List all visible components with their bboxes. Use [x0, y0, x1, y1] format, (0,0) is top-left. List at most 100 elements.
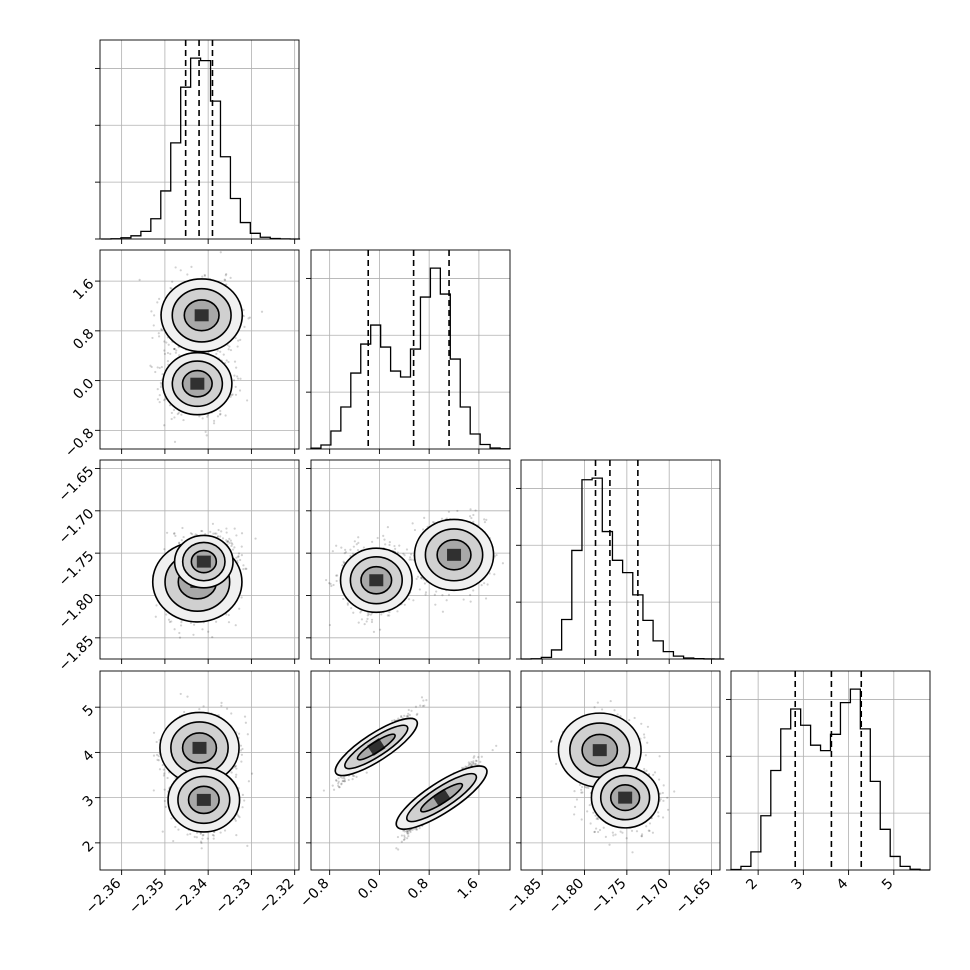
scatter-point — [178, 354, 181, 357]
scatter-point — [154, 370, 157, 374]
scatter-point — [352, 545, 355, 548]
scatter-point — [198, 415, 201, 418]
scatter-point — [357, 621, 360, 624]
scatter-point — [424, 591, 428, 594]
scatter-point — [192, 633, 195, 636]
scatter-point — [411, 522, 414, 525]
scatter-point — [236, 377, 240, 380]
scatter-point — [344, 551, 348, 554]
scatter-point — [244, 567, 247, 570]
scatter-point — [160, 365, 163, 369]
scatter-point — [328, 582, 331, 585]
scatter-point — [201, 417, 204, 420]
scatter-point — [186, 273, 189, 276]
scatter-point — [238, 607, 241, 610]
scatter-point — [424, 593, 427, 596]
scatter-point — [260, 310, 264, 313]
density-mode-1 — [161, 351, 233, 416]
scatter-point — [156, 398, 160, 401]
scatter-point — [155, 604, 158, 607]
scatter-point — [173, 347, 176, 351]
scatter-point — [418, 588, 421, 591]
scatter-point — [167, 343, 170, 346]
scatter-point — [164, 398, 167, 401]
scatter-point — [163, 424, 166, 427]
scatter-point — [152, 324, 155, 327]
scatter-point — [366, 617, 369, 620]
scatter-point — [346, 603, 349, 606]
scatter-point — [225, 527, 228, 530]
scatter-point — [416, 575, 420, 578]
scatter-point — [169, 286, 172, 290]
scatter-point — [325, 578, 328, 582]
scatter-point — [216, 535, 220, 538]
scatter-point — [403, 554, 406, 557]
scatter-point — [486, 583, 489, 586]
density-contour — [160, 278, 244, 353]
scatter-point — [236, 559, 239, 562]
scatter-point — [369, 613, 372, 616]
scatter-point — [169, 352, 172, 355]
scatter-point — [215, 620, 218, 623]
scatter-point — [168, 404, 172, 407]
scatter-point — [219, 413, 222, 416]
scatter-point — [383, 538, 386, 541]
panel-content — [151, 522, 257, 639]
scatter-point — [172, 347, 176, 351]
scatter-point — [237, 552, 241, 555]
scatter-point — [232, 379, 236, 382]
scatter-point — [342, 561, 346, 565]
scatter-point — [203, 273, 206, 277]
scatter-point — [240, 596, 243, 599]
scatter-point — [342, 597, 345, 601]
scatter-point — [229, 276, 232, 279]
scatter-point — [240, 554, 243, 557]
scatter-point — [421, 528, 425, 531]
scatter-point — [247, 317, 250, 320]
scatter-point — [388, 541, 391, 544]
scatter-point — [193, 623, 196, 626]
scatter-point — [420, 577, 423, 580]
scatter-point — [170, 411, 173, 415]
density-mode-0 — [160, 278, 244, 353]
scatter-point — [346, 602, 349, 605]
scatter-point — [177, 411, 180, 414]
histogram-panel-2-frame — [520, 459, 721, 660]
scatter-point — [393, 544, 396, 548]
density-contour — [171, 360, 224, 408]
scatter-point — [203, 274, 206, 277]
scatter-point — [158, 401, 161, 404]
scatter-point — [371, 540, 374, 543]
scatter-point — [239, 338, 242, 341]
scatter-point — [206, 413, 210, 417]
scatter-point — [219, 350, 222, 353]
scatter-point — [227, 613, 230, 617]
scatter-point — [231, 548, 235, 551]
scatter-point — [228, 345, 231, 348]
scatter-point — [380, 613, 383, 616]
scatter-point — [240, 545, 243, 548]
scatter-point — [353, 540, 356, 543]
scatter-point — [219, 409, 222, 413]
scatter-point — [167, 618, 171, 621]
scatter-point — [376, 536, 379, 540]
scatter-point — [367, 613, 370, 616]
scatter-point — [340, 546, 343, 549]
scatter-point — [372, 630, 376, 633]
scatter-point — [165, 613, 168, 616]
scatter-point — [180, 539, 183, 542]
scatter-point — [469, 508, 472, 511]
scatter-point — [240, 532, 244, 535]
scatter-point — [163, 340, 166, 343]
scatter-point — [335, 544, 338, 547]
scatter-point — [493, 573, 496, 576]
scatter-point — [239, 558, 242, 562]
scatter-point — [349, 554, 352, 557]
scatter-point — [356, 548, 360, 552]
scatter-point — [440, 517, 444, 520]
scatter-point — [469, 593, 472, 597]
scatter-point — [225, 539, 228, 542]
scatter-point — [217, 528, 220, 532]
scatter-point — [170, 287, 173, 290]
